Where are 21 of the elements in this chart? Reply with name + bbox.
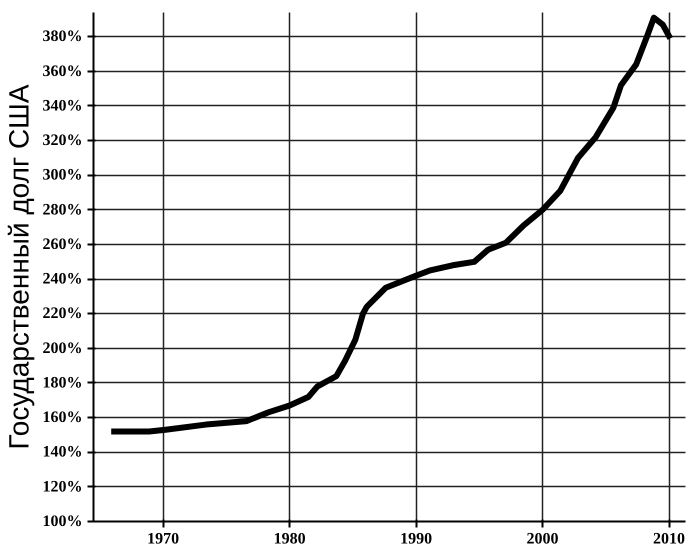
y-tick-label: 120% bbox=[42, 478, 82, 496]
y-tick-label: 320% bbox=[42, 132, 82, 150]
x-tick-label: 1980 bbox=[274, 530, 306, 546]
y-tick-label: 200% bbox=[42, 340, 82, 357]
x-tick-label: 2010 bbox=[653, 530, 686, 546]
y-tick-label: 160% bbox=[42, 409, 82, 426]
x-tick-label: 2000 bbox=[526, 530, 559, 546]
y-tick-label: 140% bbox=[42, 444, 82, 461]
x-tick-label: 1990 bbox=[400, 530, 432, 546]
y-tick-label: 300% bbox=[42, 166, 82, 184]
y-tick-label: 100% bbox=[42, 513, 82, 530]
x-tick-label: 1970 bbox=[147, 530, 180, 546]
y-tick-label: 340% bbox=[42, 97, 82, 114]
y-tick-label: 240% bbox=[42, 270, 82, 288]
y-tick-label: 360% bbox=[42, 62, 82, 80]
y-tick-label: 180% bbox=[42, 374, 82, 392]
y-axis-title: Государственный долг США bbox=[4, 84, 34, 450]
y-tick-label: 260% bbox=[42, 236, 82, 253]
y-tick-label: 380% bbox=[42, 28, 82, 46]
y-tick-label: 280% bbox=[42, 201, 82, 218]
y-tick-label: 220% bbox=[42, 305, 82, 322]
